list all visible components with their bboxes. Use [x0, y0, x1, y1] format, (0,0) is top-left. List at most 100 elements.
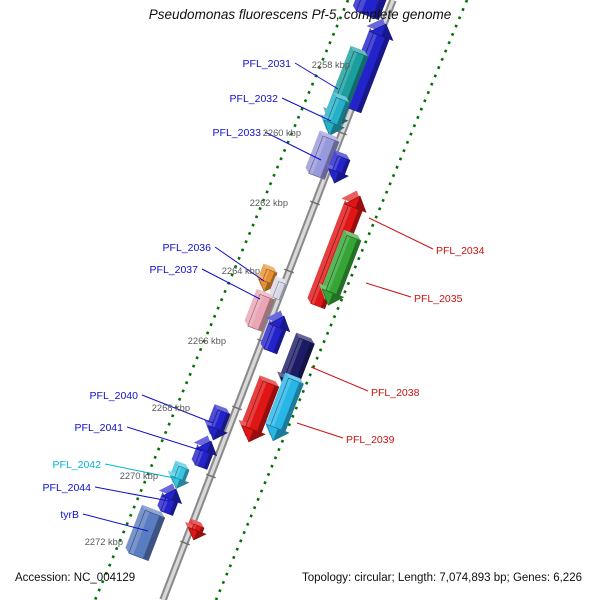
gene-face[interactable]	[193, 530, 207, 544]
gene-glyph-PFL_2035[interactable]	[313, 228, 366, 309]
gene-body[interactable]	[355, 0, 393, 21]
gene-body-highlight[interactable]	[309, 136, 327, 175]
gene-body-shadow[interactable]	[258, 298, 274, 331]
gene-body[interactable]	[272, 281, 288, 301]
gene-body-highlight[interactable]	[246, 381, 267, 428]
gene-face[interactable]	[349, 45, 369, 57]
gene-body-shadow[interactable]	[372, 0, 393, 20]
gene-body-highlight[interactable]	[248, 294, 264, 327]
gene-body-shadow[interactable]	[257, 385, 279, 433]
gene-body-shadow[interactable]	[278, 284, 288, 301]
gene-glyph-gene-upstream-blue[interactable]	[337, 14, 399, 114]
gene-body-shadow[interactable]	[199, 527, 204, 533]
gene-face[interactable]	[241, 375, 265, 427]
gene-face[interactable]	[323, 91, 338, 122]
gene-label-PFL_2031[interactable]: PFL_2031	[243, 58, 292, 70]
gene-face[interactable]	[328, 150, 340, 170]
gene-face[interactable]	[248, 429, 266, 447]
gene-face[interactable]	[171, 489, 186, 504]
gene-body-shadow[interactable]	[143, 516, 165, 561]
gene-face[interactable]	[266, 372, 290, 426]
gene-face[interactable]	[284, 372, 305, 384]
gene-glyph-PFL_2037[interactable]	[243, 288, 275, 332]
gene-label-PFL_2035[interactable]: PFL_2035	[414, 293, 463, 305]
gene-face[interactable]	[255, 288, 275, 300]
gene-label-PFL_2042[interactable]: PFL_2042	[53, 459, 102, 471]
gene-body-highlight[interactable]	[161, 498, 169, 512]
gene-label-PFL_2044[interactable]: PFL_2044	[43, 482, 92, 494]
gene-face[interactable]	[213, 429, 228, 444]
gene-body-shadow[interactable]	[281, 382, 304, 432]
gene-glyph-gene-red-long[interactable]	[232, 374, 284, 446]
gene-face[interactable]	[243, 288, 261, 327]
gene-face[interactable]	[274, 275, 289, 285]
gene-body-highlight[interactable]	[192, 524, 197, 530]
gene-face[interactable]	[306, 199, 350, 304]
gene-body[interactable]	[247, 293, 275, 332]
gene-face[interactable]	[342, 229, 362, 241]
gene-body-shadow[interactable]	[203, 453, 213, 470]
gene-body-highlight[interactable]	[311, 206, 352, 305]
gene-body-highlight[interactable]	[175, 466, 182, 478]
gene-body-shadow[interactable]	[336, 239, 361, 296]
gene-glyph-gene-top-partial[interactable]	[352, 0, 394, 21]
gene-glyph-PFL_2042[interactable]	[163, 459, 195, 492]
gene-label-PFL_2038[interactable]: PFL_2038	[371, 387, 420, 399]
gene-face[interactable]	[174, 460, 190, 470]
gene-face[interactable]	[213, 404, 231, 415]
gene-glyph-gene-blue-a[interactable]	[320, 149, 355, 187]
gene-body-shadow[interactable]	[270, 272, 277, 284]
gene-face[interactable]	[381, 24, 397, 41]
gene-body[interactable]	[128, 509, 166, 562]
gene-body-highlight[interactable]	[270, 378, 292, 427]
gene-body-shadow[interactable]	[169, 501, 178, 516]
gene-body-highlight[interactable]	[195, 450, 204, 466]
gene-face[interactable]	[189, 518, 205, 528]
gene-face[interactable]	[355, 196, 370, 213]
gene-face[interactable]	[329, 123, 345, 140]
gene-label-tyrB[interactable]: tyrB	[60, 509, 79, 521]
gene-label-PFL_2040[interactable]: PFL_2040	[90, 390, 139, 402]
gene-body-highlight[interactable]	[263, 269, 270, 281]
gene-face[interactable]	[262, 263, 278, 273]
gene-glyph-tyrB[interactable]	[124, 504, 166, 562]
gene-label-PFL_2033[interactable]: PFL_2033	[213, 127, 262, 139]
gene-label-PFL_2034[interactable]: PFL_2034	[436, 245, 485, 257]
gene-body-highlight[interactable]	[356, 0, 375, 13]
gene-face[interactable]	[258, 375, 280, 388]
gene-body-highlight[interactable]	[264, 325, 276, 350]
gene-face[interactable]	[259, 319, 274, 349]
gene-label-PFL_2039[interactable]: PFL_2039	[346, 434, 395, 446]
gene-body-shadow[interactable]	[341, 159, 350, 175]
gene-body-shadow[interactable]	[356, 37, 390, 113]
gene-glyph-PFL_2039[interactable]	[257, 371, 308, 445]
gene-face[interactable]	[268, 275, 280, 298]
gene-body-shadow[interactable]	[295, 342, 315, 384]
gene-body-highlight[interactable]	[328, 98, 340, 122]
gene-body-shadow[interactable]	[320, 140, 339, 179]
gene-glyph-PFL_2036[interactable]	[251, 262, 283, 295]
gene-body-highlight[interactable]	[326, 235, 351, 292]
gene-body-shadow[interactable]	[336, 101, 350, 126]
gene-glyph-PFL_2040[interactable]	[199, 403, 235, 444]
gene-face[interactable]	[333, 150, 351, 161]
gene-glyph-PFL_2033[interactable]	[304, 130, 340, 180]
gene-label-PFL_2041[interactable]: PFL_2041	[75, 422, 124, 434]
gene-face[interactable]	[332, 91, 351, 103]
gene-face[interactable]	[273, 428, 289, 445]
gene-body-shadow[interactable]	[220, 413, 230, 431]
gene-face[interactable]	[279, 316, 294, 332]
gene-glyph-gene-pale[interactable]	[268, 275, 289, 301]
gene-glyph-gene-blue-b[interactable]	[255, 307, 295, 356]
gene-body-highlight[interactable]	[273, 282, 281, 298]
gene-body-shadow[interactable]	[182, 469, 189, 481]
gene-face[interactable]	[124, 504, 147, 554]
gene-glyph-PFL_2041[interactable]	[186, 432, 222, 471]
gene-label-PFL_2037[interactable]: PFL_2037	[150, 264, 199, 276]
gene-glyph-gene-red-b[interactable]	[180, 517, 209, 543]
gene-body-shadow[interactable]	[273, 329, 286, 354]
gene-body-highlight[interactable]	[284, 338, 303, 380]
gene-face[interactable]	[176, 479, 189, 492]
gene-face[interactable]	[318, 130, 340, 143]
gene-body-highlight[interactable]	[129, 510, 150, 555]
